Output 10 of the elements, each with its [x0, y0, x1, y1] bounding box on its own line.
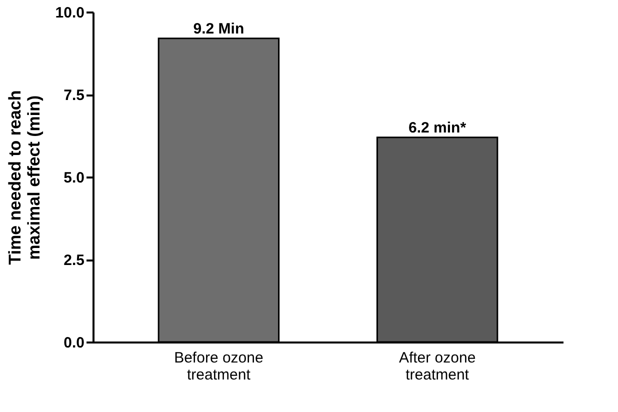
y-tick-label: 7.5: [64, 87, 84, 104]
data-label: 9.2 Min: [193, 20, 244, 38]
x-tick-label: Before ozone treatment: [174, 350, 264, 384]
y-tick-label: 5.0: [64, 170, 84, 186]
x-tick-label: After ozone treatment: [398, 350, 476, 384]
y-tick-label: 10.0: [55, 4, 84, 22]
y-axis-title: Time needed to reach maximal effect (min): [5, 90, 44, 265]
data-label: 6.2 min*: [408, 119, 466, 136]
y-tick-label: 2.5: [64, 252, 84, 269]
y-tick-label: 0.0: [64, 334, 84, 352]
